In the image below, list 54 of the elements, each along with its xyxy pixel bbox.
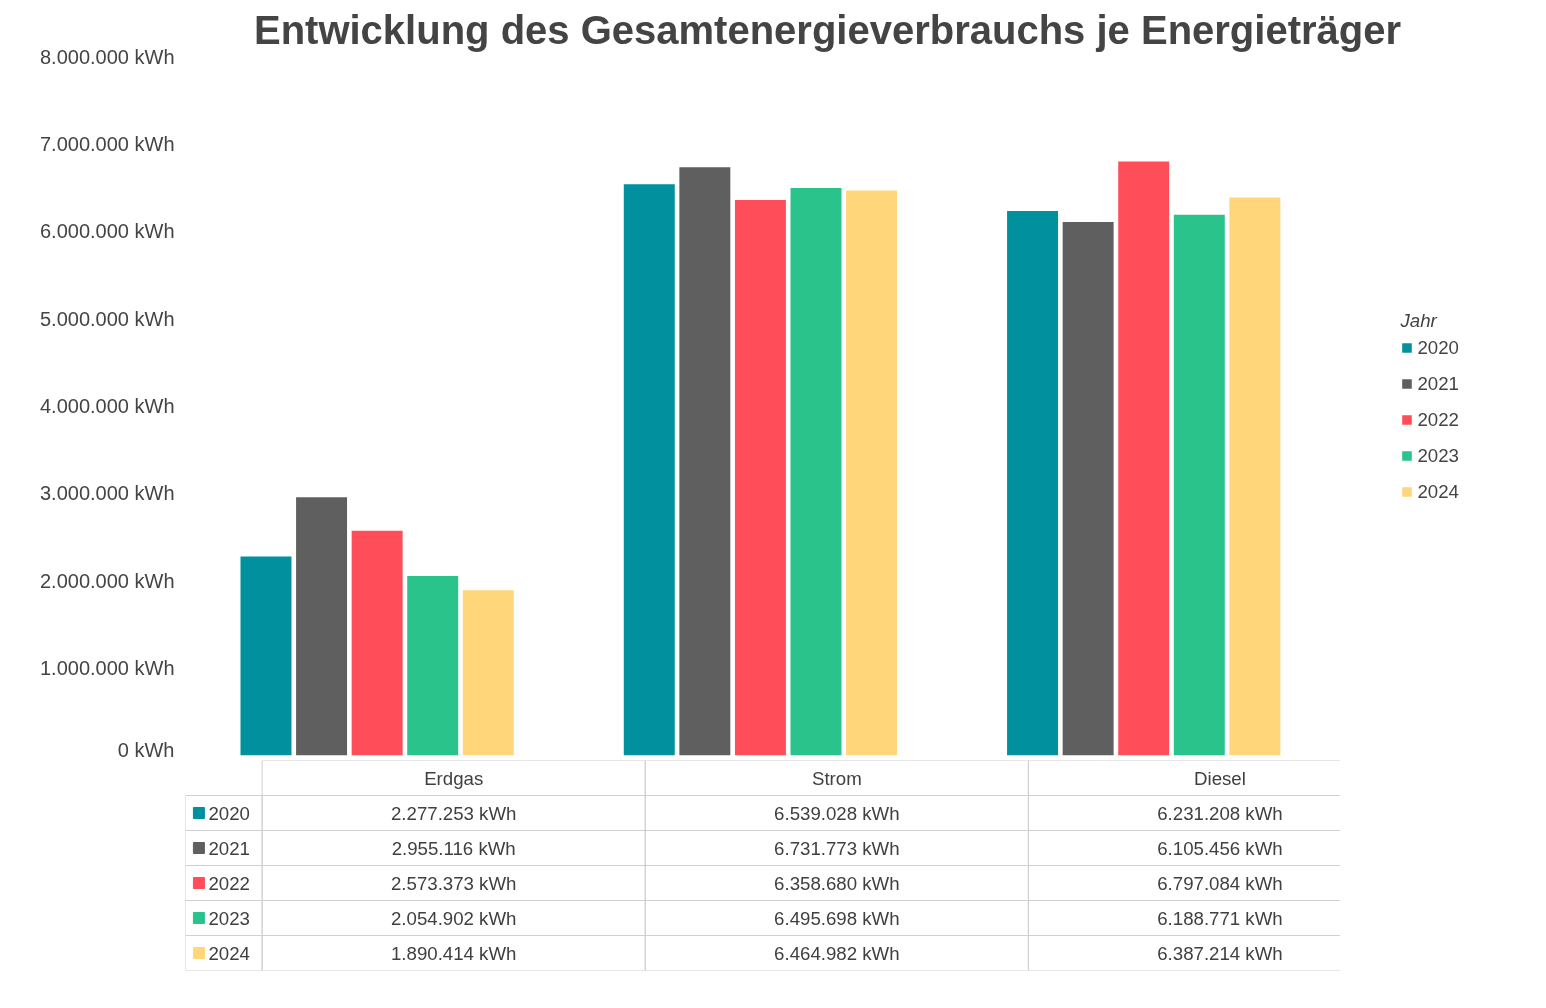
y-tick-label: 0 kWh	[117, 738, 175, 761]
bar	[623, 184, 675, 756]
x-tick-label: Strom	[811, 767, 862, 789]
legend-label: 2021	[208, 837, 250, 859]
y-tick-label: 8.000.000 kWh	[39, 45, 175, 68]
data-label: 6.731.773 kWh	[774, 837, 900, 859]
legend-label: 2024	[1417, 480, 1459, 502]
data-label: 6.387.214 kWh	[1157, 942, 1283, 964]
x-tick-label: Erdgas	[424, 767, 484, 789]
y-tick-label: 2.000.000 kWh	[39, 569, 175, 592]
bar	[240, 556, 292, 756]
bar	[1062, 222, 1114, 756]
bar	[1229, 197, 1281, 756]
y-tick-label: 6.000.000 kWh	[39, 220, 175, 243]
data-label: 1.890.414 kWh	[390, 942, 517, 964]
legend-label: 2023	[1417, 444, 1459, 466]
data-label: 6.105.456 kWh	[1157, 837, 1283, 859]
text: 2022	[1417, 408, 1459, 429]
legend-title: Jahr	[1400, 309, 1439, 331]
text: 2021	[1417, 372, 1459, 393]
bar	[1007, 211, 1059, 756]
y-tick-label: 3.000.000 kWh	[39, 482, 175, 505]
bar	[1118, 161, 1170, 756]
bar	[407, 575, 459, 756]
y-tick-label: 4.000.000 kWh	[39, 395, 175, 417]
chart-title: Entwicklung des Gesamtenergieverbrauchs je Energieträger	[253, 7, 1402, 52]
legend-label: 2022	[208, 872, 250, 894]
bar	[846, 190, 898, 756]
data-label: 6.464.982 kWh	[774, 942, 900, 964]
data-label: 6.231.208 kWh	[1157, 802, 1283, 824]
bar	[790, 187, 842, 756]
data-label: 6.539.028 kWh	[774, 802, 900, 824]
data-label: 6.188.771 kWh	[1157, 907, 1283, 929]
y-tick-label: 5.000.000 kWh	[39, 307, 175, 330]
legend-label: 2020	[208, 802, 250, 824]
bar	[351, 530, 403, 756]
data-label: 6.797.084 kWh	[1157, 872, 1283, 894]
data-label: 2.277.253 kWh	[390, 802, 517, 824]
data-label: 6.495.698 kWh	[774, 907, 900, 929]
text: 2024	[208, 942, 250, 964]
data-label: 2.573.373 kWh	[390, 872, 517, 894]
x-tick-label: Diesel	[1194, 767, 1246, 789]
bar	[1173, 214, 1225, 756]
data-label: 2.054.902 kWh	[390, 907, 517, 929]
text: 2020	[1417, 336, 1459, 357]
bar	[296, 497, 348, 756]
bar	[734, 199, 786, 756]
data-label: 2.955.116 kWh	[391, 837, 516, 859]
y-tick-label: 1.000.000 kWh	[39, 657, 175, 680]
text: 2023	[208, 907, 250, 929]
bar	[462, 590, 514, 756]
y-tick-label: 7.000.000 kWh	[39, 132, 175, 155]
bar	[679, 167, 731, 756]
data-label: 6.358.680 kWh	[774, 872, 900, 894]
